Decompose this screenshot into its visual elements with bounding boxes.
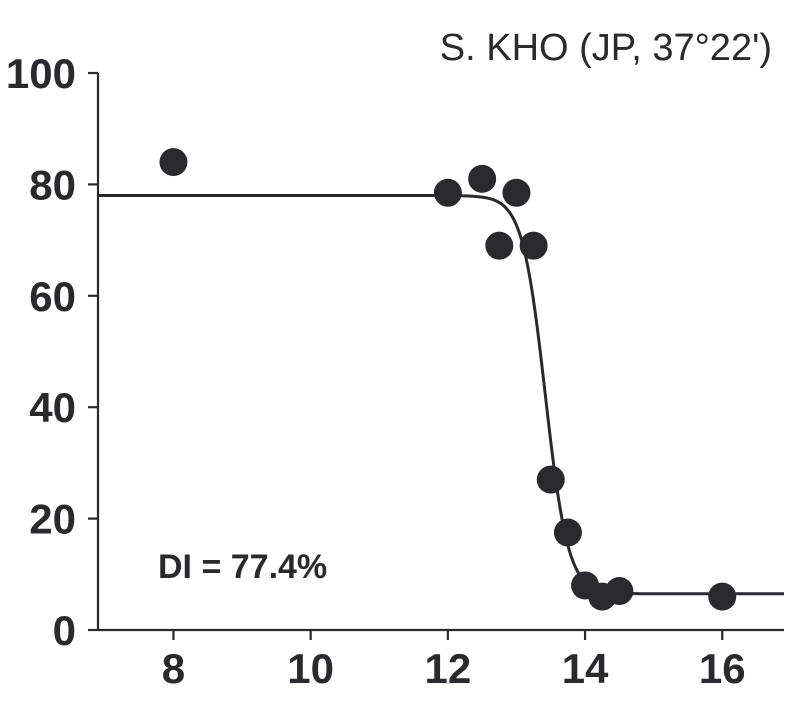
fit-curve xyxy=(98,194,784,596)
x-axis-group: 8 10 12 14 16 xyxy=(98,628,784,692)
y-tick-label: 0 xyxy=(53,607,76,654)
y-tick-label: 40 xyxy=(29,384,76,431)
x-tick-label: 8 xyxy=(162,645,185,692)
data-point xyxy=(605,577,634,606)
data-point xyxy=(708,582,737,611)
x-tick-label: 14 xyxy=(562,645,609,692)
data-point xyxy=(519,231,548,260)
data-point xyxy=(553,518,582,547)
y-tick-label: 20 xyxy=(29,496,76,543)
y-axis-group: 0 20 40 60 80 100 xyxy=(6,50,100,654)
data-points xyxy=(159,148,737,611)
y-tick-label: 80 xyxy=(29,161,76,208)
y-tick-label: 100 xyxy=(6,50,76,97)
chart-title: S. KHO (JP, 37°22') xyxy=(440,27,772,69)
data-point xyxy=(159,148,188,177)
x-tick-label: 12 xyxy=(425,645,472,692)
x-tick-label: 10 xyxy=(287,645,334,692)
data-point xyxy=(536,465,565,494)
di-annotation: DI = 77.4% xyxy=(158,548,327,586)
data-point xyxy=(485,231,514,260)
x-tick-label: 16 xyxy=(699,645,746,692)
data-point xyxy=(468,164,497,193)
data-point xyxy=(502,178,531,207)
data-point xyxy=(433,178,462,207)
y-tick-label: 60 xyxy=(29,273,76,320)
